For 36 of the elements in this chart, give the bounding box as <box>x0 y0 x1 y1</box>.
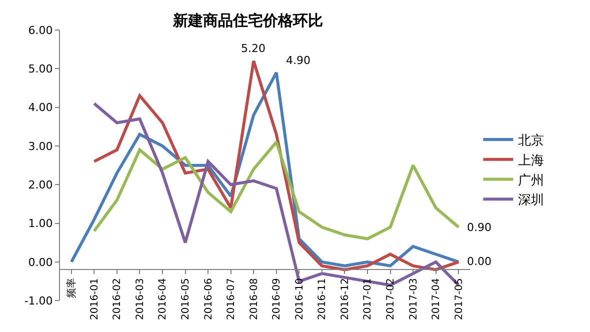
chart-title: 新建商品住宅价格环比 <box>172 11 323 30</box>
x-tick-label: 2016-11 <box>317 278 328 320</box>
x-tick-label: 2016-02 <box>112 278 124 320</box>
x-tick-label: 2017-04 <box>431 278 442 320</box>
x-tick-label: 2017-02 <box>386 278 397 320</box>
legend-label: 北京 <box>518 134 544 149</box>
data-label: 4.90 <box>286 54 310 67</box>
legend-label: 上海 <box>518 153 544 168</box>
y-tick-label: 4.00 <box>28 101 53 114</box>
y-tick-label: -1.00 <box>24 294 53 308</box>
x-tick-label: 2016-07 <box>226 278 238 320</box>
x-tick-label: 频率 <box>66 278 78 298</box>
x-tick-label: 2016-09 <box>272 278 283 320</box>
legend-label: 广州 <box>518 173 544 188</box>
x-tick-label: 2016-01 <box>89 278 100 320</box>
x-tick-label: 2016-12 <box>340 278 351 320</box>
data-label: 0.90 <box>467 221 492 234</box>
x-tick-label: 2016-10 <box>294 278 306 320</box>
data-label: 0.00 <box>467 255 492 268</box>
y-tick-label: 0.00 <box>28 256 53 269</box>
x-tick-label: 2016-04 <box>158 278 169 320</box>
y-tick-label: 6.00 <box>28 24 53 37</box>
line-series <box>92 140 460 240</box>
y-tick-label: 5.00 <box>28 62 53 76</box>
x-tick-label: 2016-05 <box>180 278 192 320</box>
x-tick-label: 2016-03 <box>134 278 146 320</box>
data-label: 5.20 <box>241 42 266 55</box>
y-tick-label: 2.00 <box>28 178 53 192</box>
x-tick-label: 2016-06 <box>203 278 214 320</box>
legend-label: 深圳 <box>518 193 544 208</box>
x-tick-label: 2017-01 <box>362 278 374 320</box>
x-tick-label: 2017-05 <box>454 278 465 320</box>
x-tick-label: 2017-03 <box>408 278 420 320</box>
x-tick-label: 2016-08 <box>248 278 260 320</box>
y-tick-label: 3.00 <box>28 140 53 153</box>
y-tick-label: 1.00 <box>28 217 53 230</box>
